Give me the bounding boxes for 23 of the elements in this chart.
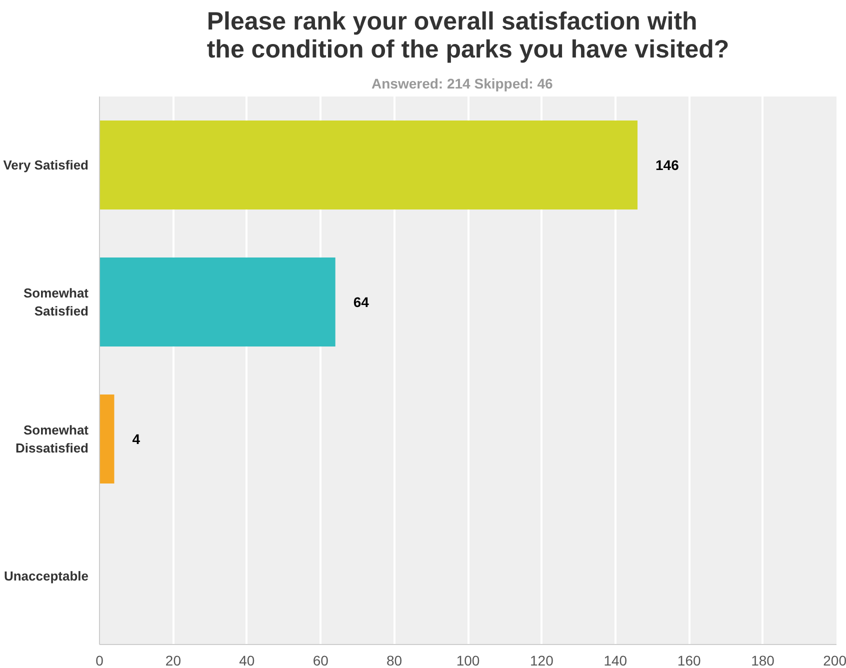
y-tick-label: Very Satisfied (3, 158, 89, 172)
x-tick-label: 160 (677, 652, 701, 668)
x-tick-label: 80 (386, 652, 402, 668)
data-label: 64 (353, 294, 370, 310)
y-tick-label: Unacceptable (4, 568, 89, 584)
chart-subtitle: Answered: 214 Skipped: 46 (372, 76, 554, 92)
chart-title: Please rank your overall satisfaction with the condition of the parks you have visited? (206, 8, 730, 64)
data-label: 4 (132, 431, 140, 447)
bar (100, 394, 114, 484)
x-tick-label: 200 (823, 652, 846, 668)
x-tick-label: 180 (751, 652, 775, 668)
x-tick-label: 140 (604, 652, 628, 668)
y-tick-label: Somewhat Dissatisfied (16, 422, 90, 456)
data-label: 146 (656, 157, 680, 173)
x-tick-label: 20 (165, 652, 182, 668)
x-tick-label: 40 (239, 652, 255, 668)
bar (100, 257, 336, 347)
y-tick-label: Somewhat Satisfied (23, 286, 90, 318)
bar (100, 120, 638, 210)
x-tick-label: 120 (530, 652, 554, 668)
x-tick-label: 100 (456, 652, 480, 668)
x-tick-label: 60 (312, 652, 329, 668)
x-tick-label: 0 (96, 652, 104, 668)
